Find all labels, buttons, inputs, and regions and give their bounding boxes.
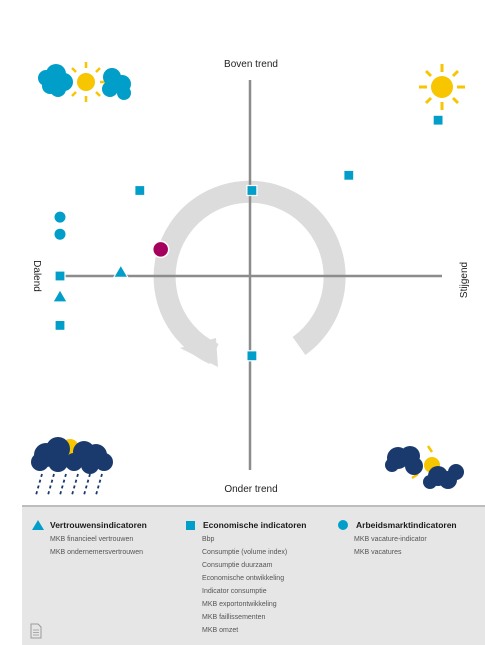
legend-item: MKB omzet	[202, 627, 239, 634]
axis-label-bottom: Onder trend	[224, 484, 277, 495]
legend-group-economisch: Economische indicatoren Bbp Consumptie (…	[184, 519, 306, 636]
point-highlight	[151, 240, 170, 259]
point-square	[432, 114, 444, 126]
axis-label-top: Boven trend	[224, 59, 278, 70]
point-square	[54, 270, 66, 282]
legend-item: MKB ondernemersvertrouwen	[50, 549, 143, 556]
legend-item: Bbp	[202, 536, 215, 543]
axis-label-right: Stijgend	[459, 262, 470, 298]
legend-item: MKB financieel vertrouwen	[50, 536, 134, 543]
point-circle	[54, 228, 66, 240]
business-cycle-chart: Boven trend Onder trend Dalend Stijgend	[31, 59, 470, 496]
legend-item: Consumptie duurzaam	[202, 562, 273, 569]
data-points	[52, 114, 444, 362]
point-triangle	[52, 288, 68, 303]
legend-group-title: Vertrouwensindicatoren	[50, 520, 147, 530]
sun-behind-clouds-icon	[38, 62, 131, 102]
legend-item: MKB vacature-indicator	[354, 536, 427, 543]
legend-item: MKB vacatures	[354, 549, 402, 556]
sun-icon	[419, 64, 465, 110]
circle-icon	[338, 520, 348, 530]
cycle-arrow	[153, 180, 346, 367]
sun-breaking-clouds-icon	[385, 445, 464, 489]
legend-group-title: Economische indicatoren	[203, 520, 307, 530]
point-square	[134, 184, 146, 197]
legend-group-vertrouwen: Vertrouwensindicatoren MKB financieel ve…	[32, 519, 147, 558]
legend-group-arbeidsmarkt: Arbeidsmarktindicatoren MKB vacature-ind…	[336, 519, 457, 558]
point-square	[343, 169, 355, 181]
legend-item: Economische ontwikkeling	[202, 575, 285, 582]
square-icon	[186, 520, 195, 530]
point-square	[246, 184, 258, 197]
storm-cloud-rain-icon	[31, 437, 113, 496]
point-circle	[54, 211, 66, 223]
point-square	[246, 350, 258, 362]
legend-item: MKB exportontwikkeling	[202, 601, 277, 608]
triangle-icon	[32, 520, 44, 530]
document-icon	[30, 623, 42, 639]
point-triangle	[112, 264, 129, 278]
legend: Vertrouwensindicatoren MKB financieel ve…	[22, 505, 485, 645]
legend-item: Consumptie (volume index)	[202, 549, 288, 556]
legend-item: Indicator consumptie	[202, 588, 267, 595]
point-square	[54, 319, 66, 331]
axis-label-left: Dalend	[31, 260, 42, 292]
legend-item: MKB faillissementen	[202, 614, 266, 621]
legend-group-title: Arbeidsmarktindicatoren	[356, 520, 457, 530]
